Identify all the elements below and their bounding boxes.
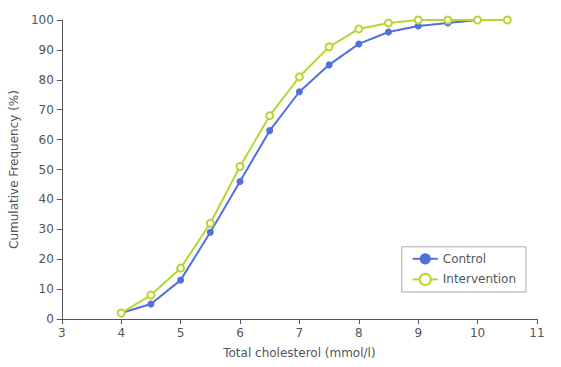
svg-text:3: 3 [58,326,66,340]
svg-text:8: 8 [355,326,363,340]
svg-text:4: 4 [117,326,125,340]
svg-text:20: 20 [39,252,54,266]
svg-text:80: 80 [39,73,54,87]
svg-text:Cumulative Frequency (%): Cumulative Frequency (%) [7,90,21,249]
svg-text:6: 6 [236,326,244,340]
svg-text:100: 100 [31,13,54,27]
svg-text:50: 50 [39,163,54,177]
svg-text:60: 60 [39,133,54,147]
svg-text:90: 90 [39,43,54,57]
svg-text:40: 40 [39,192,54,206]
svg-text:0: 0 [46,312,54,326]
svg-text:7: 7 [296,326,304,340]
svg-text:Intervention: Intervention [443,272,516,286]
svg-text:30: 30 [39,222,54,236]
svg-text:11: 11 [529,326,544,340]
svg-text:5: 5 [177,326,185,340]
svg-text:Total cholesterol (mmol/l): Total cholesterol (mmol/l) [222,346,375,360]
svg-text:Control: Control [443,252,486,266]
svg-text:9: 9 [414,326,422,340]
svg-text:10: 10 [470,326,485,340]
svg-text:70: 70 [39,103,54,117]
svg-text:10: 10 [39,282,54,296]
